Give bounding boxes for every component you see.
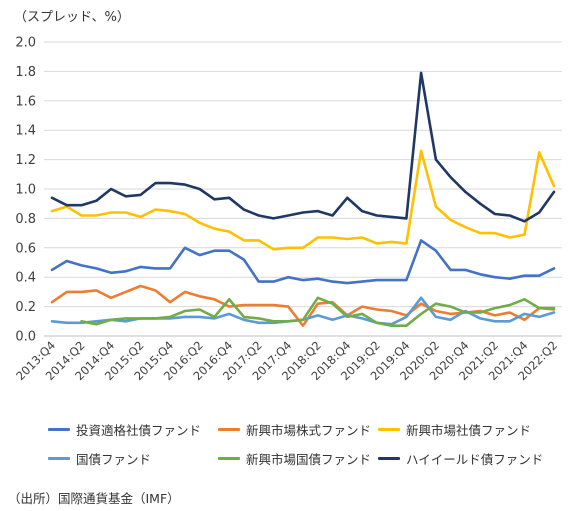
legend-item: 投資適格社債ファンド [48, 420, 218, 439]
legend-label: ハイイールド債ファンド [406, 452, 544, 467]
gridlines [44, 41, 562, 337]
y-tick-label: 2.0 [15, 36, 36, 51]
y-tick-label: 0.4 [15, 271, 36, 286]
legend-label: 国債ファンド [76, 452, 152, 467]
x-axis-ticks: 2013:Q42014:Q22014:Q42015:Q22015:Q42016:… [13, 338, 560, 383]
y-tick-label: 0.2 [15, 300, 36, 315]
legend-swatch [48, 428, 70, 431]
line-chart: 0.0 0.2 0.4 0.6 0.8 1.0 1.2 1.4 1.6 1.8 2.0 2013:Q… [13, 36, 562, 383]
legend-item: 国債ファンド [48, 449, 218, 468]
source-note: （出所）国際通貨基金（IMF） [8, 491, 180, 506]
legend-swatch [218, 428, 240, 431]
series-line-1 [50, 239, 556, 285]
legend: 投資適格社債ファンド 新興市場株式ファンド 新興市場社債ファンド国債ファンド 新興市場… [48, 420, 568, 468]
legend-item: 新興市場株式ファンド [218, 420, 378, 439]
y-tick-label: 1.0 [15, 183, 36, 198]
y-tick-label: 0.8 [15, 212, 36, 227]
y-tick-label: 1.2 [15, 153, 36, 168]
y-axis-unit-label: （スプレッド、%） [14, 10, 130, 25]
legend-label: 投資適格社債ファンド [76, 423, 202, 438]
y-tick-label: 0.6 [15, 241, 36, 256]
series-line-6 [50, 71, 556, 223]
legend-item: ハイイールド債ファンド [378, 449, 558, 468]
y-tick-label: 1.4 [15, 124, 36, 139]
y-tick-label: 1.6 [15, 94, 36, 109]
legend-swatch [48, 457, 70, 460]
series-line-3 [50, 149, 556, 251]
y-tick-label: 0.0 [15, 330, 36, 345]
series-lines [50, 71, 556, 327]
legend-label: 新興市場株式ファンド [246, 423, 372, 438]
legend-swatch [218, 457, 240, 460]
legend-label: 新興市場社債ファンド [406, 423, 532, 438]
legend-swatch [378, 457, 400, 460]
y-tick-label: 1.8 [15, 65, 36, 80]
legend-item: 新興市場社債ファンド [378, 420, 558, 439]
y-axis-ticks: 0.0 0.2 0.4 0.6 0.8 1.0 1.2 1.4 1.6 1.8 2.0 [15, 36, 36, 345]
legend-item: 新興市場国債ファンド [218, 449, 378, 468]
series-line-5 [80, 296, 556, 327]
legend-label: 新興市場国債ファンド [246, 452, 372, 467]
legend-swatch [378, 428, 400, 431]
